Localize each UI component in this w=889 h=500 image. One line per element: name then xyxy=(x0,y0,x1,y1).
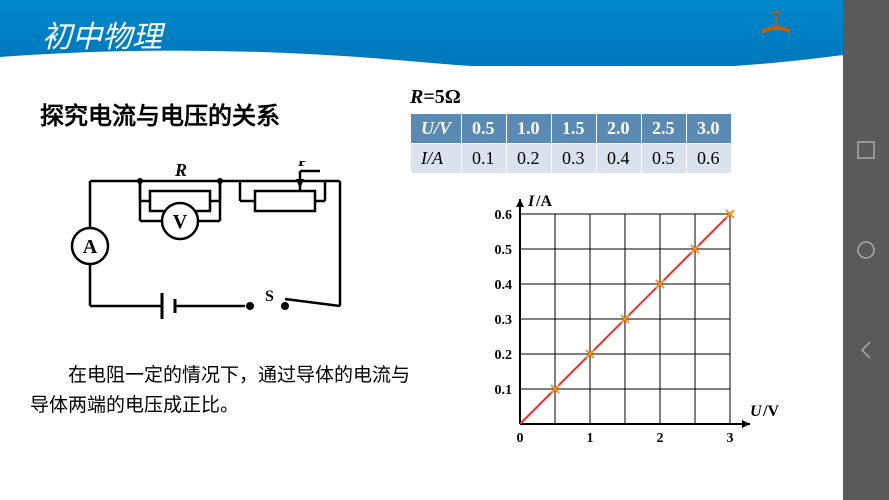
switch-label: S xyxy=(265,288,274,305)
conclusion-text: 在电阻一定的情况下，通过导体的电流与导体两端的电压成正比。 xyxy=(30,361,410,422)
table-cell: 3.0 xyxy=(687,114,732,144)
svg-text:0.5: 0.5 xyxy=(495,243,513,258)
svg-text:/V: /V xyxy=(762,403,779,420)
table-cell: U/V xyxy=(411,114,462,144)
svg-text:0.1: 0.1 xyxy=(495,383,513,398)
header-wave xyxy=(0,47,843,67)
book-logo-icon xyxy=(759,10,793,38)
svg-text:1: 1 xyxy=(587,431,594,446)
header: 初中物理 xyxy=(0,0,843,66)
table-cell: I/A xyxy=(411,144,462,174)
svg-text:2: 2 xyxy=(657,431,664,446)
table-cell: 0.2 xyxy=(507,144,552,174)
table-cell: 0.4 xyxy=(597,144,642,174)
table-cell: 0.5 xyxy=(462,114,507,144)
svg-text:0.3: 0.3 xyxy=(495,313,513,328)
svg-text:3: 3 xyxy=(727,431,734,446)
circuit-diagram: S R P A V xyxy=(70,161,360,331)
resistance-label: R=5Ω xyxy=(410,86,830,109)
content: 探究电流与电压的关系 S R xyxy=(0,66,889,479)
right-column: R=5Ω U/V 0.5 1.0 1.5 2.0 2.5 3.0 I/A 0.1… xyxy=(410,86,830,479)
nav-circle-icon[interactable] xyxy=(856,240,876,260)
table-cell: 0.3 xyxy=(552,144,597,174)
ammeter-label: A xyxy=(83,236,98,258)
table-cell: 1.0 xyxy=(507,114,552,144)
svg-text:U: U xyxy=(750,403,763,420)
svg-text:0: 0 xyxy=(517,431,524,446)
svg-text:I: I xyxy=(527,194,535,210)
nav-sidebar xyxy=(843,0,889,500)
svg-text:/A: /A xyxy=(535,194,552,210)
section-title: 探究电流与电压的关系 xyxy=(40,96,410,131)
table-header-row: U/V 0.5 1.0 1.5 2.0 2.5 3.0 xyxy=(411,114,732,144)
svg-text:0.6: 0.6 xyxy=(495,208,513,223)
chart: 0 1 2 3 0.1 0.2 0.3 0.4 0.5 0.6 U/V I/A xyxy=(470,194,830,479)
table-cell: 2.0 xyxy=(597,114,642,144)
left-column: 探究电流与电压的关系 S R xyxy=(30,86,410,479)
data-table: U/V 0.5 1.0 1.5 2.0 2.5 3.0 I/A 0.1 0.2 … xyxy=(410,113,732,174)
table-cell: 1.5 xyxy=(552,114,597,144)
table-cell: 0.1 xyxy=(462,144,507,174)
svg-text:0.2: 0.2 xyxy=(495,348,513,363)
table-cell: 0.6 xyxy=(687,144,732,174)
table-data-row: I/A 0.1 0.2 0.3 0.4 0.5 0.6 xyxy=(411,144,732,174)
nav-square-icon[interactable] xyxy=(856,140,876,160)
resistor-label: R xyxy=(174,161,187,180)
voltmeter-label: V xyxy=(173,211,188,233)
svg-text:0.4: 0.4 xyxy=(495,278,513,293)
table-cell: 2.5 xyxy=(642,114,687,144)
nav-back-icon[interactable] xyxy=(856,340,876,360)
rheostat-label: P xyxy=(298,161,308,170)
table-cell: 0.5 xyxy=(642,144,687,174)
